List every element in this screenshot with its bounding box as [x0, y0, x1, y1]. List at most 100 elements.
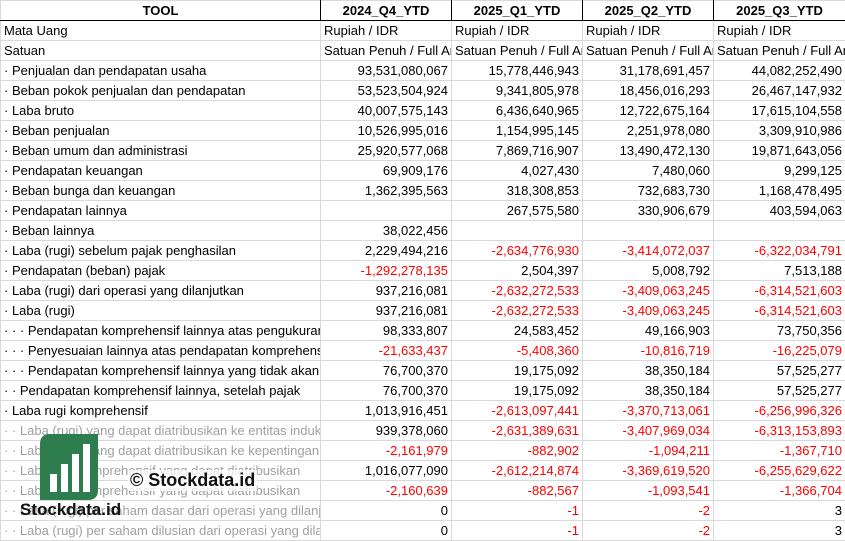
value-cell[interactable]: 2,504,397: [451, 260, 583, 281]
value-cell[interactable]: Rupiah / IDR: [713, 20, 845, 41]
value-cell[interactable]: 0: [320, 500, 452, 521]
value-cell[interactable]: -10,816,719: [582, 340, 714, 361]
row-label[interactable]: · · Laba (rugi) per saham dilusian dari …: [0, 520, 321, 541]
row-label[interactable]: · Laba (rugi) sebelum pajak penghasilan: [0, 240, 321, 261]
value-cell[interactable]: 939,378,060: [320, 420, 452, 441]
row-label[interactable]: · · · Pendapatan komprehensif lainnya ya…: [0, 360, 321, 381]
value-cell[interactable]: 1,362,395,563: [320, 180, 452, 201]
value-cell[interactable]: 0: [320, 520, 452, 541]
value-cell[interactable]: -1,367,710: [713, 440, 845, 461]
value-cell[interactable]: Rupiah / IDR: [582, 20, 714, 41]
value-cell[interactable]: 937,216,081: [320, 300, 452, 321]
value-cell[interactable]: -1,292,278,135: [320, 260, 452, 281]
value-cell[interactable]: -2,632,272,533: [451, 300, 583, 321]
value-cell[interactable]: 5,008,792: [582, 260, 714, 281]
value-cell[interactable]: 2,251,978,080: [582, 120, 714, 141]
value-cell[interactable]: Rupiah / IDR: [451, 20, 583, 41]
value-cell[interactable]: -6,256,996,326: [713, 400, 845, 421]
value-cell[interactable]: 57,525,277: [713, 380, 845, 401]
value-cell[interactable]: [320, 200, 452, 221]
value-cell[interactable]: -1,366,704: [713, 480, 845, 501]
value-cell[interactable]: 17,615,104,558: [713, 100, 845, 121]
value-cell[interactable]: 7,869,716,907: [451, 140, 583, 161]
value-cell[interactable]: 57,525,277: [713, 360, 845, 381]
value-cell[interactable]: 1,154,995,145: [451, 120, 583, 141]
value-cell[interactable]: 26,467,147,932: [713, 80, 845, 101]
row-label[interactable]: · Pendapatan keuangan: [0, 160, 321, 181]
value-cell[interactable]: 937,216,081: [320, 280, 452, 301]
value-cell[interactable]: -6,314,521,603: [713, 280, 845, 301]
column-header[interactable]: 2024_Q4_YTD: [320, 0, 452, 21]
value-cell[interactable]: 10,526,995,016: [320, 120, 452, 141]
value-cell[interactable]: 15,778,446,943: [451, 60, 583, 81]
value-cell[interactable]: 403,594,063: [713, 200, 845, 221]
value-cell[interactable]: 19,175,092: [451, 380, 583, 401]
row-label[interactable]: · Beban pokok penjualan dan pendapatan: [0, 80, 321, 101]
value-cell[interactable]: 69,909,176: [320, 160, 452, 181]
value-cell[interactable]: -5,408,360: [451, 340, 583, 361]
value-cell[interactable]: -16,225,079: [713, 340, 845, 361]
value-cell[interactable]: -2,161,979: [320, 440, 452, 461]
column-header[interactable]: 2025_Q2_YTD: [582, 0, 714, 21]
row-label[interactable]: · Beban lainnya: [0, 220, 321, 241]
value-cell[interactable]: 31,178,691,457: [582, 60, 714, 81]
row-label[interactable]: · Laba (rugi): [0, 300, 321, 321]
value-cell[interactable]: 330,906,679: [582, 200, 714, 221]
value-cell[interactable]: Satuan Penuh / Full Amount: [713, 40, 845, 61]
value-cell[interactable]: -6,322,034,791: [713, 240, 845, 261]
value-cell[interactable]: -1,094,211: [582, 440, 714, 461]
value-cell[interactable]: 93,531,080,067: [320, 60, 452, 81]
value-cell[interactable]: 12,722,675,164: [582, 100, 714, 121]
value-cell[interactable]: Satuan Penuh / Full Amount: [451, 40, 583, 61]
value-cell[interactable]: -1: [451, 500, 583, 521]
value-cell[interactable]: -3,407,969,034: [582, 420, 714, 441]
value-cell[interactable]: -2,632,272,533: [451, 280, 583, 301]
row-label[interactable]: · Pendapatan (beban) pajak: [0, 260, 321, 281]
row-label[interactable]: · Pendapatan lainnya: [0, 200, 321, 221]
value-cell[interactable]: 732,683,730: [582, 180, 714, 201]
value-cell[interactable]: [713, 220, 845, 241]
value-cell[interactable]: 6,436,640,965: [451, 100, 583, 121]
value-cell[interactable]: 9,299,125: [713, 160, 845, 181]
value-cell[interactable]: 7,480,060: [582, 160, 714, 181]
value-cell[interactable]: 7,513,188: [713, 260, 845, 281]
value-cell[interactable]: 13,490,472,130: [582, 140, 714, 161]
row-label[interactable]: · · Laba (rugi) per saham dasar dari ope…: [0, 500, 321, 521]
value-cell[interactable]: 18,456,016,293: [582, 80, 714, 101]
value-cell[interactable]: 3,309,910,986: [713, 120, 845, 141]
value-cell[interactable]: 38,350,184: [582, 360, 714, 381]
row-label[interactable]: · Beban umum dan administrasi: [0, 140, 321, 161]
value-cell[interactable]: 267,575,580: [451, 200, 583, 221]
value-cell[interactable]: -21,633,437: [320, 340, 452, 361]
value-cell[interactable]: -882,567: [451, 480, 583, 501]
row-label[interactable]: · Beban penjualan: [0, 120, 321, 141]
value-cell[interactable]: 318,308,853: [451, 180, 583, 201]
value-cell[interactable]: 9,341,805,978: [451, 80, 583, 101]
value-cell[interactable]: 4,027,430: [451, 160, 583, 181]
row-label[interactable]: · Laba bruto: [0, 100, 321, 121]
value-cell[interactable]: -3,370,713,061: [582, 400, 714, 421]
row-label[interactable]: · Penjualan dan pendapatan usaha: [0, 60, 321, 81]
value-cell[interactable]: -3,409,063,245: [582, 300, 714, 321]
value-cell[interactable]: 49,166,903: [582, 320, 714, 341]
value-cell[interactable]: 73,750,356: [713, 320, 845, 341]
value-cell[interactable]: 38,350,184: [582, 380, 714, 401]
value-cell[interactable]: -2,612,214,874: [451, 460, 583, 481]
value-cell[interactable]: -3,414,072,037: [582, 240, 714, 261]
value-cell[interactable]: 19,175,092: [451, 360, 583, 381]
value-cell[interactable]: 76,700,370: [320, 360, 452, 381]
value-cell[interactable]: 1,168,478,495: [713, 180, 845, 201]
value-cell[interactable]: -1,093,541: [582, 480, 714, 501]
value-cell[interactable]: [451, 220, 583, 241]
value-cell[interactable]: 76,700,370: [320, 380, 452, 401]
value-cell[interactable]: 1,013,916,451: [320, 400, 452, 421]
column-header[interactable]: 2025_Q3_YTD: [713, 0, 845, 21]
row-label[interactable]: · Beban bunga dan keuangan: [0, 180, 321, 201]
value-cell[interactable]: -2,160,639: [320, 480, 452, 501]
value-cell[interactable]: -2: [582, 500, 714, 521]
value-cell[interactable]: Satuan Penuh / Full Amount: [582, 40, 714, 61]
value-cell[interactable]: 38,022,456: [320, 220, 452, 241]
value-cell[interactable]: -2,631,389,631: [451, 420, 583, 441]
value-cell[interactable]: 24,583,452: [451, 320, 583, 341]
value-cell[interactable]: 25,920,577,068: [320, 140, 452, 161]
